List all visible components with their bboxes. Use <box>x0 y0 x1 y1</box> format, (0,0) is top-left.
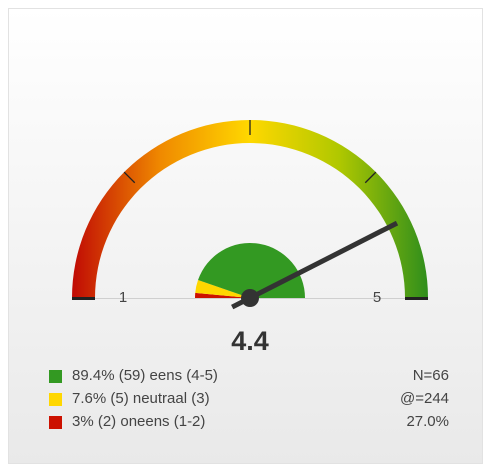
legend-swatch <box>49 393 62 406</box>
gauge-value: 4.4 <box>231 326 269 356</box>
stat: N=66 <box>413 367 449 384</box>
axis-label: 1 <box>119 289 127 306</box>
legend-label: 3% (2) oneens (1-2) <box>72 413 205 430</box>
stat: @=244 <box>400 390 449 407</box>
legend-label: 7.6% (5) neutraal (3) <box>72 390 210 407</box>
legend-swatch <box>49 416 62 429</box>
pie-slice <box>195 292 250 298</box>
legend-label: 89.4% (59) eens (4-5) <box>72 367 218 384</box>
needle <box>231 220 399 310</box>
axis-label: 5 <box>373 289 381 306</box>
stat: 27.0% <box>406 413 449 430</box>
legend-swatch <box>49 370 62 383</box>
needle-hub <box>241 289 259 307</box>
tick-mark <box>123 171 136 184</box>
tick-mark <box>364 171 377 184</box>
pie-slice <box>195 280 250 298</box>
gauge-band <box>72 120 428 298</box>
